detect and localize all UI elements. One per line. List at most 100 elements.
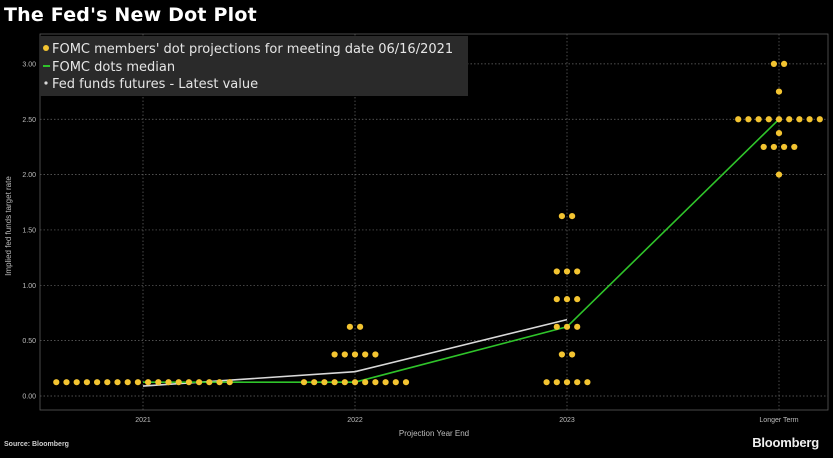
- x-axis-label: Projection Year End: [399, 429, 469, 438]
- projection-dot: [134, 379, 141, 386]
- projection-dot: [563, 296, 571, 303]
- projection-dot: [775, 129, 783, 137]
- projection-dot: [311, 379, 318, 386]
- projection-dot: [83, 379, 90, 386]
- y-tick-label: 0.00: [22, 394, 36, 401]
- legend-item-median: FOMC dots median: [52, 60, 175, 75]
- projection-dot: [553, 296, 560, 303]
- projection-dot: [331, 351, 338, 358]
- projection-dot: [321, 379, 328, 386]
- projection-dot: [300, 379, 308, 386]
- projection-dot: [216, 379, 223, 386]
- x-tick-labels: 2021 2022 2023 Longer Term: [135, 417, 799, 424]
- projection-dot: [341, 379, 348, 386]
- projection-dot: [104, 379, 111, 386]
- projection-dot: [206, 379, 213, 386]
- chart-title: The Fed's New Dot Plot: [4, 4, 257, 26]
- y-tick-label: 1.50: [22, 227, 36, 234]
- legend: FOMC members' dot projections for meetin…: [40, 36, 468, 96]
- projection-dot: [196, 379, 203, 386]
- projection-dot: [563, 379, 571, 386]
- projection-dot: [574, 268, 581, 275]
- projection-dot: [362, 379, 369, 386]
- y-tick-label: 2.50: [22, 117, 36, 124]
- projection-dot: [735, 116, 742, 123]
- plot-frame: [39, 33, 829, 411]
- projection-dot: [806, 116, 813, 123]
- legend-futures-marker: [44, 81, 48, 85]
- projection-dot: [124, 379, 131, 386]
- legend-item-dots: FOMC members' dot projections for meetin…: [52, 42, 453, 57]
- projection-dot: [53, 379, 60, 386]
- projection-dot: [791, 143, 798, 151]
- y-tick-label: 0.50: [22, 338, 36, 345]
- projection-dot: [781, 143, 788, 151]
- y-axis-label: Implied fed funds target rate: [4, 176, 13, 276]
- x-tick-label: 2021: [135, 417, 151, 424]
- x-tick-label: Longer Term: [759, 417, 798, 424]
- projection-dot: [574, 296, 581, 303]
- projection-dot: [786, 116, 793, 123]
- projection-dot: [94, 379, 101, 386]
- bloomberg-logo: Bloomberg: [752, 435, 819, 450]
- projection-dot: [796, 116, 803, 123]
- projection-dot: [563, 268, 571, 275]
- projection-dot: [392, 379, 399, 386]
- projection-dot: [372, 351, 379, 358]
- futures-line: [142, 318, 568, 387]
- projection-dot: [402, 379, 410, 386]
- series-lines: [142, 118, 780, 387]
- projection-dot: [558, 213, 566, 220]
- projection-dot: [563, 323, 571, 330]
- projection-dot: [165, 379, 172, 386]
- y-tick-label: 3.00: [22, 61, 36, 68]
- projection-dot: [770, 60, 778, 67]
- projection-dot: [775, 171, 783, 178]
- projection-dot: [346, 323, 353, 330]
- legend-background: [40, 36, 468, 96]
- projection-dot: [775, 88, 783, 95]
- projection-dot: [226, 379, 233, 386]
- projection-dot: [372, 379, 379, 386]
- projection-dot: [155, 379, 162, 386]
- projection-dot: [760, 143, 767, 151]
- y-tick-label: 1.00: [22, 283, 36, 290]
- legend-item-futures: Fed funds futures - Latest value: [52, 77, 258, 92]
- projection-dot: [114, 379, 121, 386]
- projection-dot: [382, 379, 389, 386]
- projection-dot: [553, 268, 560, 275]
- projection-dot: [341, 351, 348, 358]
- projection-dot: [351, 379, 359, 386]
- projection-dot: [145, 379, 152, 386]
- projection-dot: [781, 60, 788, 67]
- projection-dot: [558, 351, 566, 358]
- legend-dot-marker: [43, 45, 49, 51]
- projection-dot: [185, 379, 192, 386]
- dot-markers: [53, 60, 823, 386]
- x-tick-label: 2023: [559, 417, 575, 424]
- projection-dot: [73, 379, 80, 386]
- projection-dot: [775, 116, 783, 123]
- projection-dot: [765, 116, 772, 123]
- projection-dot: [351, 351, 359, 358]
- projection-dot: [362, 351, 369, 358]
- projection-dot: [543, 379, 550, 386]
- projection-dot: [770, 143, 778, 151]
- projection-dot: [569, 213, 576, 220]
- projection-dot: [553, 323, 560, 330]
- projection-dot: [331, 379, 338, 386]
- x-tick-label: 2022: [347, 417, 363, 424]
- projection-dot: [755, 116, 762, 123]
- source-note: Source: Bloomberg: [4, 441, 69, 448]
- y-tick-label: 2.00: [22, 172, 36, 179]
- median-line: [143, 118, 780, 383]
- projection-dot: [574, 323, 581, 330]
- y-tick-labels: 0.00 0.50 1.00 1.50 2.00 2.50 3.00: [22, 61, 36, 400]
- projection-dot: [357, 323, 364, 330]
- projection-dot: [553, 379, 560, 386]
- projection-dot: [816, 116, 823, 123]
- projection-dot: [569, 351, 576, 358]
- projection-dot: [63, 379, 70, 386]
- projection-dot: [574, 379, 581, 386]
